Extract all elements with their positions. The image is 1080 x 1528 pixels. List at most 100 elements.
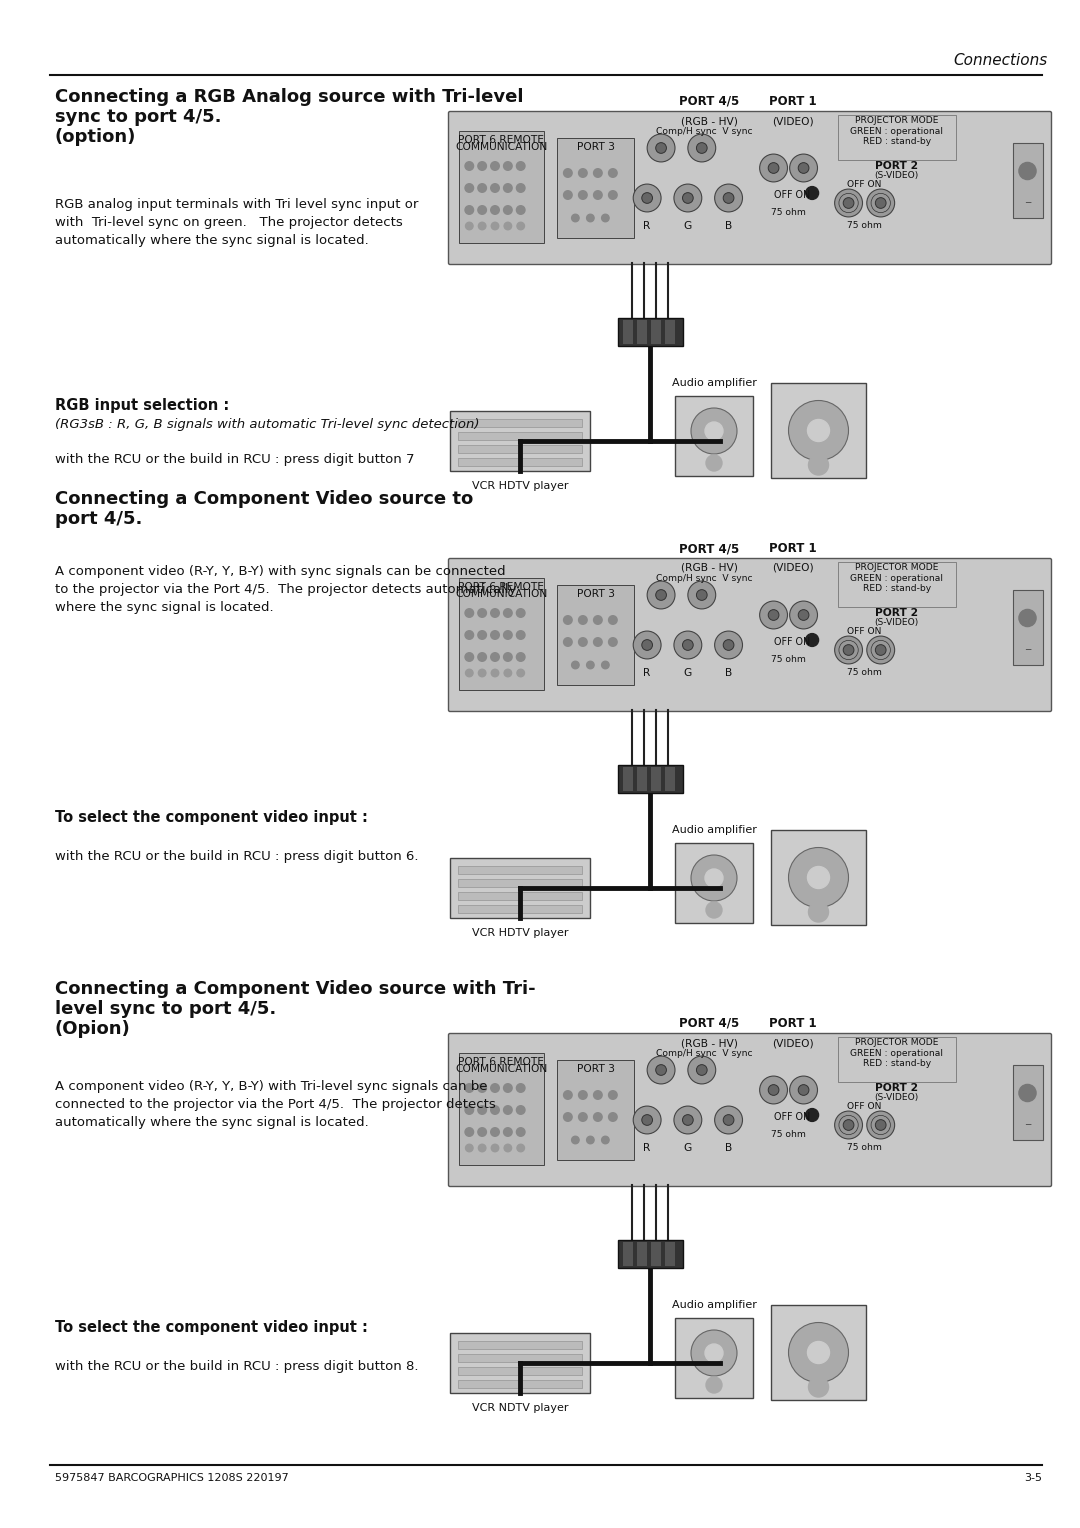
Text: 75 ohm: 75 ohm <box>771 208 806 217</box>
Circle shape <box>843 1120 854 1131</box>
Circle shape <box>642 193 652 203</box>
Circle shape <box>683 1114 693 1125</box>
Bar <box>557 138 634 238</box>
Circle shape <box>477 1083 486 1093</box>
Circle shape <box>715 1106 743 1134</box>
Circle shape <box>683 640 693 651</box>
Text: VCR NDTV player: VCR NDTV player <box>472 1403 568 1413</box>
Circle shape <box>798 610 809 620</box>
Bar <box>664 767 675 792</box>
Circle shape <box>788 400 849 460</box>
Circle shape <box>798 1085 809 1096</box>
Circle shape <box>579 191 588 199</box>
Text: _: _ <box>1025 1115 1030 1125</box>
Circle shape <box>602 662 609 669</box>
Circle shape <box>490 162 499 170</box>
Circle shape <box>789 1076 818 1103</box>
Circle shape <box>759 601 787 630</box>
Text: Connecting a Component Video source with Tri-: Connecting a Component Video source with… <box>55 979 536 998</box>
Circle shape <box>691 1329 737 1377</box>
Text: R: R <box>644 1143 651 1154</box>
Circle shape <box>477 162 486 170</box>
Circle shape <box>835 189 863 217</box>
Circle shape <box>478 222 486 229</box>
Circle shape <box>835 1111 863 1138</box>
Circle shape <box>715 631 743 659</box>
Bar <box>618 766 683 793</box>
Circle shape <box>867 1111 894 1138</box>
Circle shape <box>608 168 617 177</box>
Bar <box>459 131 544 243</box>
Bar <box>838 115 956 160</box>
Text: PROJECTOR MODE: PROJECTOR MODE <box>855 562 939 571</box>
Circle shape <box>867 636 894 665</box>
Text: A component video (R-Y, Y, B-Y) with Tri-level sync signals can be: A component video (R-Y, Y, B-Y) with Tri… <box>55 1080 487 1093</box>
Text: _: _ <box>1025 640 1030 649</box>
Text: Connecting a RGB Analog source with Tri-level: Connecting a RGB Analog source with Tri-… <box>55 89 524 105</box>
Circle shape <box>465 1083 473 1093</box>
Circle shape <box>705 869 723 886</box>
Circle shape <box>564 191 572 199</box>
Text: OFF ON: OFF ON <box>773 1112 810 1122</box>
Text: PORT 6 REMOTE: PORT 6 REMOTE <box>458 134 544 145</box>
Circle shape <box>491 669 499 677</box>
Text: (RGB - HV): (RGB - HV) <box>680 116 738 125</box>
Bar <box>622 319 633 344</box>
Circle shape <box>806 1109 819 1122</box>
Bar <box>458 1368 582 1375</box>
Text: B: B <box>725 1143 732 1154</box>
Circle shape <box>579 1091 588 1099</box>
Circle shape <box>465 162 473 170</box>
Bar <box>450 859 590 918</box>
Circle shape <box>876 645 886 656</box>
Text: RED : stand-by: RED : stand-by <box>863 1059 931 1068</box>
Text: A component video (R-Y, Y, B-Y) with sync signals can be connected: A component video (R-Y, Y, B-Y) with syn… <box>55 565 505 578</box>
Text: Audio amplifier: Audio amplifier <box>672 825 756 834</box>
Circle shape <box>477 631 486 639</box>
Circle shape <box>633 1106 661 1134</box>
Circle shape <box>724 640 734 651</box>
Circle shape <box>564 168 572 177</box>
Circle shape <box>808 866 829 888</box>
Bar <box>636 767 647 792</box>
Circle shape <box>516 162 525 170</box>
Text: G: G <box>684 668 692 678</box>
Text: (RGB - HV): (RGB - HV) <box>680 562 738 573</box>
Bar <box>458 879 582 886</box>
Text: GREEN : operational: GREEN : operational <box>850 575 943 584</box>
Circle shape <box>504 222 512 229</box>
Text: with the RCU or the build in RCU : press digit button 8.: with the RCU or the build in RCU : press… <box>55 1360 419 1374</box>
Text: VCR HDTV player: VCR HDTV player <box>472 927 568 938</box>
Bar <box>458 419 582 426</box>
Text: OFF ON: OFF ON <box>848 1102 882 1111</box>
Text: (VIDEO): (VIDEO) <box>772 1038 813 1048</box>
Text: with the RCU or the build in RCU : press digit button 6.: with the RCU or the build in RCU : press… <box>55 850 419 863</box>
Text: PORT 6 REMOTE: PORT 6 REMOTE <box>458 1057 544 1067</box>
Bar <box>1013 144 1042 219</box>
Circle shape <box>705 422 723 440</box>
Text: (S-VIDEO): (S-VIDEO) <box>875 1093 919 1102</box>
Circle shape <box>647 581 675 610</box>
Circle shape <box>490 631 499 639</box>
Bar <box>636 319 647 344</box>
Circle shape <box>683 193 693 203</box>
Circle shape <box>579 168 588 177</box>
Bar <box>458 905 582 914</box>
Text: To select the component video input :: To select the component video input : <box>55 810 368 825</box>
Bar <box>450 1332 590 1394</box>
Circle shape <box>715 183 743 212</box>
Circle shape <box>490 1083 499 1093</box>
Circle shape <box>876 197 886 208</box>
Bar <box>675 843 753 923</box>
Circle shape <box>608 616 617 625</box>
Text: with  Tri-level sync on green.   The projector detects: with Tri-level sync on green. The projec… <box>55 215 403 229</box>
Text: PORT 1: PORT 1 <box>769 1018 816 1030</box>
Text: GREEN : operational: GREEN : operational <box>850 127 943 136</box>
Text: COMMUNICATION: COMMUNICATION <box>456 588 548 599</box>
Circle shape <box>477 1128 486 1137</box>
Text: (Opion): (Opion) <box>55 1021 131 1038</box>
Text: PROJECTOR MODE: PROJECTOR MODE <box>855 1038 939 1047</box>
Circle shape <box>1018 610 1036 626</box>
FancyBboxPatch shape <box>448 559 1052 712</box>
Circle shape <box>674 183 702 212</box>
